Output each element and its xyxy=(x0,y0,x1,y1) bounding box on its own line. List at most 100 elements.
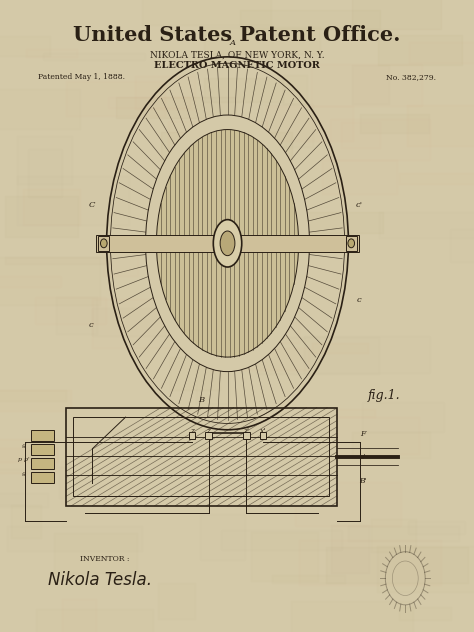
Text: A: A xyxy=(229,39,235,47)
Bar xyxy=(221,530,343,550)
Bar xyxy=(0,104,75,116)
Bar xyxy=(73,417,329,496)
Bar xyxy=(92,308,185,336)
Text: fig.1.: fig.1. xyxy=(368,389,400,401)
Text: x': x' xyxy=(260,427,266,435)
Bar xyxy=(0,257,100,305)
Text: c: c xyxy=(89,322,94,329)
Bar xyxy=(260,432,266,439)
Bar xyxy=(204,78,283,102)
Bar xyxy=(336,409,374,417)
Text: ELECTRO MAGNETIC MOTOR: ELECTRO MAGNETIC MOTOR xyxy=(154,61,320,70)
Bar xyxy=(63,274,158,319)
Bar xyxy=(166,258,281,292)
Bar xyxy=(62,461,173,504)
Bar xyxy=(389,475,420,494)
Bar xyxy=(322,161,397,194)
Bar xyxy=(153,329,199,341)
Circle shape xyxy=(348,239,355,248)
Bar xyxy=(166,132,291,161)
Bar xyxy=(0,439,57,473)
Bar xyxy=(410,42,474,63)
Bar xyxy=(31,444,54,455)
Bar xyxy=(331,525,369,573)
Bar xyxy=(408,106,474,147)
Bar xyxy=(251,427,279,453)
Bar xyxy=(312,343,368,353)
Bar xyxy=(0,447,58,461)
Bar xyxy=(397,326,474,350)
Bar xyxy=(255,262,372,298)
Bar xyxy=(62,599,96,632)
Bar xyxy=(0,360,57,375)
Bar xyxy=(200,514,245,560)
Text: a: a xyxy=(234,236,238,244)
Bar xyxy=(313,416,419,454)
Bar xyxy=(372,519,417,552)
Bar xyxy=(402,49,474,67)
Bar xyxy=(400,173,474,184)
Bar xyxy=(326,547,468,583)
Bar xyxy=(158,583,195,619)
Bar xyxy=(168,121,267,152)
Bar xyxy=(291,600,413,632)
Bar xyxy=(360,114,429,133)
Bar xyxy=(136,76,194,109)
Bar xyxy=(376,546,474,592)
Bar xyxy=(55,297,97,334)
Bar xyxy=(59,466,113,498)
Bar xyxy=(31,471,54,483)
Bar xyxy=(108,97,190,109)
Bar xyxy=(348,526,459,542)
Bar xyxy=(22,560,115,574)
Bar xyxy=(194,186,286,201)
Bar xyxy=(399,607,451,620)
Bar xyxy=(35,297,106,324)
Bar xyxy=(142,0,271,25)
Bar xyxy=(5,196,78,236)
Ellipse shape xyxy=(156,130,299,357)
Bar xyxy=(152,0,246,45)
Text: p p': p p' xyxy=(18,457,30,462)
Bar xyxy=(256,337,379,374)
Bar xyxy=(397,178,441,189)
Text: c: c xyxy=(356,296,361,304)
Bar xyxy=(204,27,320,54)
Bar xyxy=(171,358,220,390)
Bar xyxy=(188,415,303,450)
Bar xyxy=(96,235,359,252)
Text: c': c' xyxy=(356,202,362,209)
Bar xyxy=(116,97,236,118)
Bar xyxy=(398,139,454,161)
Bar xyxy=(103,242,137,276)
Bar xyxy=(330,566,412,593)
Bar xyxy=(251,532,318,581)
Bar xyxy=(211,348,309,370)
Bar xyxy=(283,75,307,104)
Text: z': z' xyxy=(244,427,249,435)
Bar xyxy=(18,136,72,184)
Text: z: z xyxy=(207,427,210,435)
Bar xyxy=(352,432,430,458)
Ellipse shape xyxy=(146,115,310,372)
Bar xyxy=(272,574,345,583)
Bar xyxy=(0,89,80,129)
Bar xyxy=(17,176,129,225)
Bar xyxy=(31,430,54,441)
Bar xyxy=(177,463,311,477)
Bar xyxy=(43,52,145,61)
Bar xyxy=(139,407,208,444)
Bar xyxy=(66,408,337,506)
Bar xyxy=(28,150,62,197)
Bar xyxy=(449,229,474,262)
Bar xyxy=(127,341,228,385)
Bar xyxy=(266,106,353,141)
Bar xyxy=(325,336,416,348)
Bar xyxy=(91,299,194,348)
Text: a': a' xyxy=(359,453,366,461)
Bar xyxy=(145,408,228,454)
Bar xyxy=(140,45,238,59)
Bar xyxy=(402,423,474,460)
Bar xyxy=(322,27,437,64)
Text: g: g xyxy=(22,471,26,476)
